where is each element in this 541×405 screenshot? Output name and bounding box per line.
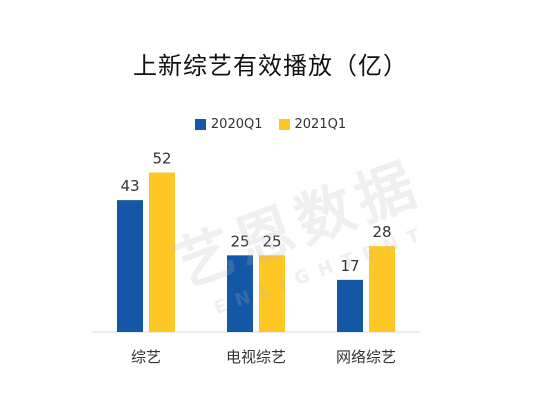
legend-label-2021q1: 2021Q1 (294, 117, 347, 132)
data-label-2021q1-0: 52 (152, 150, 171, 168)
data-label-2021q1-1: 25 (262, 232, 281, 250)
legend-swatch-2021q1 (278, 119, 290, 130)
legend-item-2021q1: 2021Q1 (278, 117, 347, 132)
bar-2020q1-0 (117, 200, 143, 332)
data-label-2021q1-2: 28 (372, 223, 391, 241)
x-tick-label-1: 电视综艺 (226, 348, 286, 366)
data-label-2020q1-2: 17 (340, 257, 359, 275)
x-tick-label-2: 网络综艺 (336, 348, 396, 366)
bar-2021q1-1 (259, 255, 285, 332)
legend-label-2020q1: 2020Q1 (210, 117, 263, 132)
legend-swatch-2020q1 (194, 119, 206, 130)
bar-2021q1-2 (369, 246, 395, 332)
legend-item-2020q1: 2020Q1 (194, 117, 263, 132)
bar-2021q1-0 (149, 172, 175, 332)
bar-2020q1-1 (227, 255, 253, 332)
bar-2020q1-2 (337, 279, 363, 332)
chart-legend: 2020Q1 2021Q1 (0, 117, 541, 132)
chart-title: 上新综艺有效播放（亿） (133, 52, 408, 80)
data-label-2020q1-1: 25 (230, 232, 249, 250)
data-label-2020q1-0: 43 (120, 177, 139, 195)
x-tick-label-0: 综艺 (131, 348, 161, 366)
